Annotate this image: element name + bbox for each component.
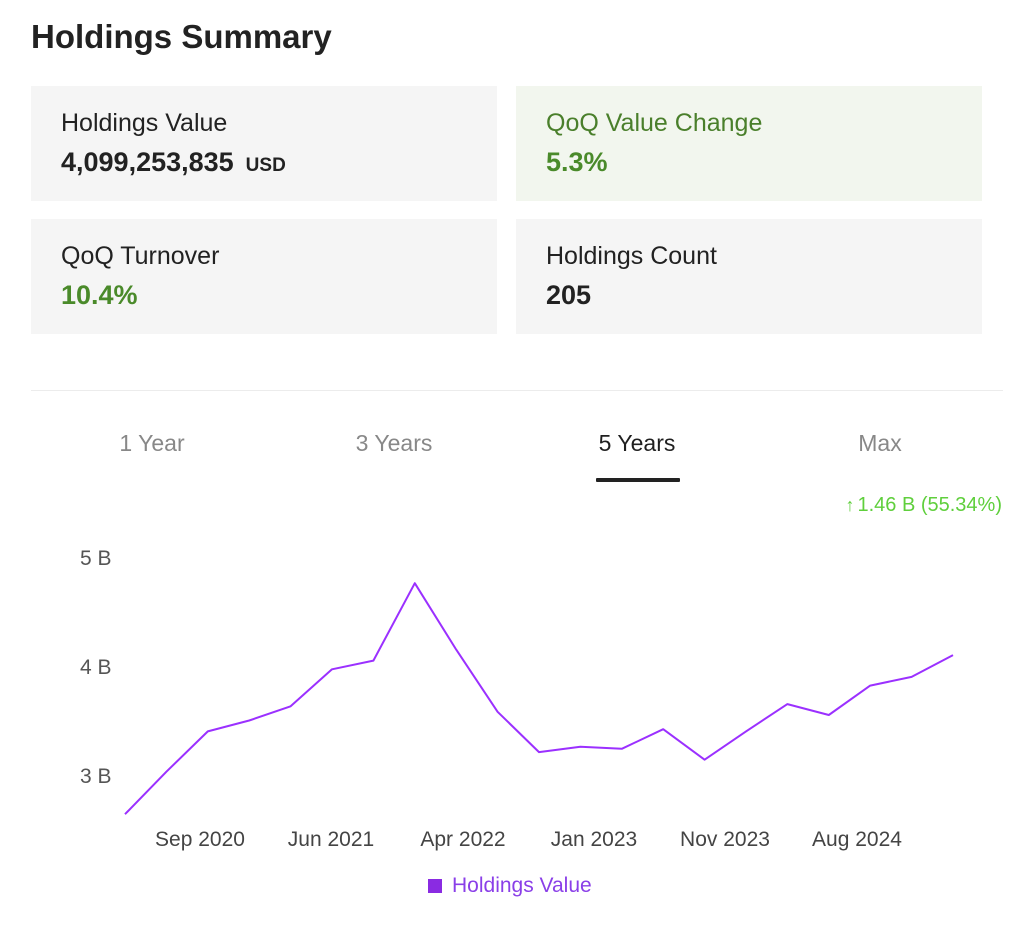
qoq-turnover-label: QoQ Turnover <box>61 242 220 270</box>
holdings-value-card: Holdings Value 4,099,253,835 USD <box>31 86 497 201</box>
period-change: ↑ 1.46 B (55.34%) <box>845 494 1002 517</box>
holdings-value-chart: 5 B 4 B 3 B Sep 2020 Jun 2021 Apr 2022 Jan 202… <box>80 547 954 851</box>
holdings-count-value: 205 <box>546 280 592 310</box>
x-tick-label: Nov 2023 <box>680 828 770 851</box>
x-tick-label: Apr 2022 <box>420 828 505 851</box>
holdings-value-label: Holdings Value <box>61 109 228 137</box>
tab-1-year[interactable]: 1 Year <box>119 430 185 456</box>
legend-label: Holdings Value <box>452 874 592 897</box>
y-tick-label: 3 B <box>80 765 112 788</box>
x-tick-label: Jan 2023 <box>551 828 637 851</box>
x-tick-label: Aug 2024 <box>812 828 902 851</box>
section-divider <box>31 390 1003 391</box>
qoq-value-change-value: 5.3% <box>546 147 608 177</box>
x-tick-label: Sep 2020 <box>155 828 245 851</box>
tab-3-years[interactable]: 3 Years <box>355 430 433 456</box>
chart-legend[interactable]: Holdings Value <box>428 874 592 898</box>
y-tick-label: 5 B <box>80 547 112 570</box>
qoq-value-change-label: QoQ Value Change <box>546 109 763 137</box>
holdings-count-card: Holdings Count 205 <box>516 219 982 334</box>
tab-5-years[interactable]: 5 Years <box>598 430 676 456</box>
active-tab-indicator <box>596 478 680 482</box>
page-title: Holdings Summary <box>31 18 332 55</box>
holdings-value-amount: 4,099,253,835 USD <box>61 147 497 181</box>
period-change-value: 1.46 B (55.34%) <box>857 494 1002 516</box>
qoq-value-change-card: QoQ Value Change 5.3% <box>516 86 982 201</box>
holdings-count-label: Holdings Count <box>546 242 717 270</box>
x-tick-label: Jun 2021 <box>288 828 374 851</box>
holdings-value-number: 4,099,253,835 <box>61 147 234 177</box>
arrow-up-icon: ↑ <box>845 495 855 515</box>
y-tick-label: 4 B <box>80 656 112 679</box>
qoq-turnover-value: 10.4% <box>61 280 138 310</box>
holdings-value-unit: USD <box>245 155 286 176</box>
tab-max[interactable]: Max <box>858 430 902 456</box>
qoq-turnover-card: QoQ Turnover 10.4% <box>31 219 497 334</box>
series-line-holdings-value[interactable] <box>124 582 954 815</box>
legend-swatch <box>428 879 442 893</box>
